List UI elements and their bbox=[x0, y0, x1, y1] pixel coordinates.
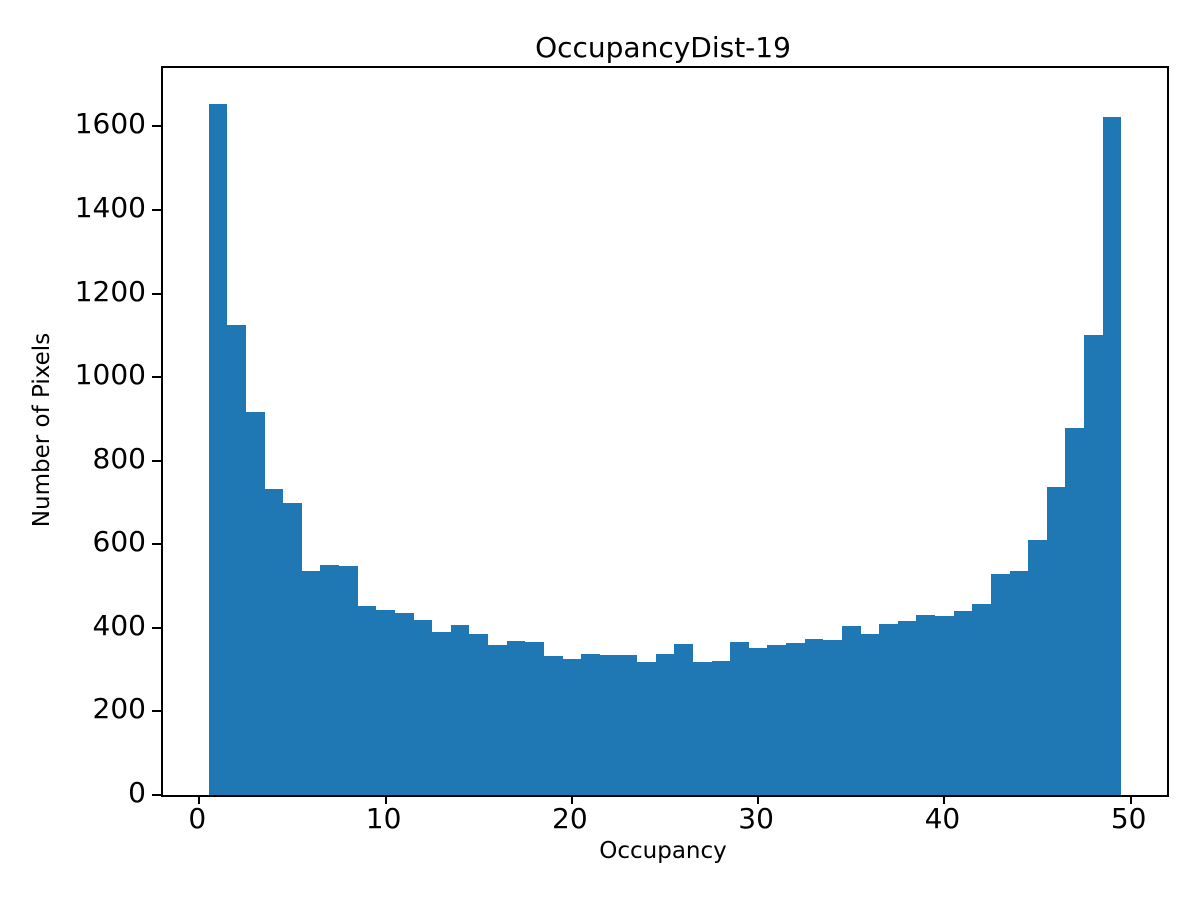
y-tick-label: 0 bbox=[128, 776, 146, 809]
histogram-bar bbox=[1084, 335, 1103, 795]
histogram-bar bbox=[208, 103, 228, 795]
histogram-bar bbox=[1102, 117, 1122, 795]
histogram-bar bbox=[320, 565, 340, 795]
histogram-bar bbox=[637, 662, 656, 795]
histogram-bar bbox=[543, 656, 563, 795]
histogram-bar bbox=[897, 621, 917, 795]
y-axis-label: Number of Pixels bbox=[29, 332, 55, 528]
histogram-bar bbox=[394, 612, 414, 795]
histogram-bar bbox=[767, 645, 787, 795]
x-axis-tick bbox=[384, 795, 387, 804]
x-axis-label: Occupancy bbox=[599, 838, 727, 864]
y-tick-label: 1400 bbox=[74, 191, 146, 225]
histogram-bar bbox=[357, 606, 377, 795]
y-tick-label: 1000 bbox=[74, 358, 146, 392]
y-axis-tick bbox=[152, 125, 161, 128]
histogram-bar bbox=[599, 654, 619, 795]
y-axis-tick bbox=[152, 292, 161, 295]
y-axis-tick bbox=[152, 459, 161, 462]
histogram-bar bbox=[413, 620, 433, 795]
x-axis-tick bbox=[570, 795, 573, 804]
histogram-bar bbox=[264, 488, 284, 795]
histogram-bar bbox=[339, 566, 358, 795]
x-tick-label: 10 bbox=[365, 802, 402, 835]
histogram-bar bbox=[1028, 540, 1047, 795]
y-tick-label: 1600 bbox=[74, 107, 146, 141]
x-tick-label: 30 bbox=[738, 802, 774, 835]
histogram-bar bbox=[879, 623, 898, 795]
histogram-bar bbox=[618, 655, 638, 795]
x-axis-tick bbox=[943, 795, 946, 804]
histogram-bar bbox=[283, 502, 302, 795]
x-tick-label: 20 bbox=[552, 802, 588, 835]
histogram-bar bbox=[990, 574, 1010, 795]
histogram-bar bbox=[469, 633, 489, 795]
histogram-bar bbox=[916, 614, 936, 795]
histogram-bar bbox=[1065, 427, 1085, 795]
histogram-bar bbox=[301, 571, 321, 795]
y-axis-tick bbox=[152, 543, 161, 546]
y-axis-tick bbox=[152, 209, 161, 212]
y-axis-tick bbox=[152, 794, 161, 796]
y-tick-label: 1200 bbox=[74, 274, 146, 308]
x-axis-tick bbox=[198, 795, 201, 804]
y-tick-label: 800 bbox=[92, 441, 146, 475]
histogram-bar bbox=[841, 625, 861, 795]
histogram-bar bbox=[525, 641, 544, 795]
histogram-bar bbox=[692, 662, 712, 795]
plot-area bbox=[152, 66, 1169, 804]
histogram-bar bbox=[1009, 570, 1029, 795]
histogram-bar bbox=[674, 644, 693, 795]
histogram-bar bbox=[581, 654, 600, 795]
histogram-bar bbox=[432, 632, 451, 795]
histogram-bar bbox=[786, 642, 805, 795]
histogram-bar bbox=[506, 641, 526, 795]
histogram-bar bbox=[748, 647, 768, 795]
histogram-bar bbox=[488, 645, 507, 795]
histogram-bar bbox=[655, 654, 675, 795]
histogram-bar bbox=[823, 640, 842, 795]
y-axis-tick bbox=[152, 626, 161, 629]
x-tick-label: 40 bbox=[924, 802, 961, 835]
histogram-bar bbox=[376, 609, 395, 795]
x-tick-label: 50 bbox=[1110, 802, 1147, 835]
histogram-bar bbox=[450, 624, 470, 795]
histogram-bar bbox=[860, 633, 880, 795]
y-tick-label: 600 bbox=[92, 525, 146, 559]
histogram-bar bbox=[245, 411, 265, 795]
histogram-bar bbox=[804, 638, 824, 795]
y-tick-label: 200 bbox=[92, 692, 146, 726]
histogram-bar bbox=[711, 660, 731, 795]
histogram-bar bbox=[935, 616, 954, 795]
x-axis-tick bbox=[1129, 795, 1132, 804]
histogram-bar bbox=[227, 324, 246, 795]
histogram-bar bbox=[972, 604, 991, 795]
histogram-bar bbox=[730, 642, 749, 795]
y-axis-tick bbox=[152, 376, 161, 379]
histogram-bar bbox=[953, 611, 973, 795]
histogram-bar bbox=[562, 659, 582, 795]
x-axis-tick bbox=[757, 795, 760, 804]
y-tick-label: 400 bbox=[92, 608, 146, 642]
histogram-bar bbox=[1046, 486, 1066, 795]
x-tick-label: 0 bbox=[188, 802, 207, 835]
chart-title: OccupancyDist-19 bbox=[535, 31, 791, 64]
y-axis-tick bbox=[152, 710, 161, 713]
